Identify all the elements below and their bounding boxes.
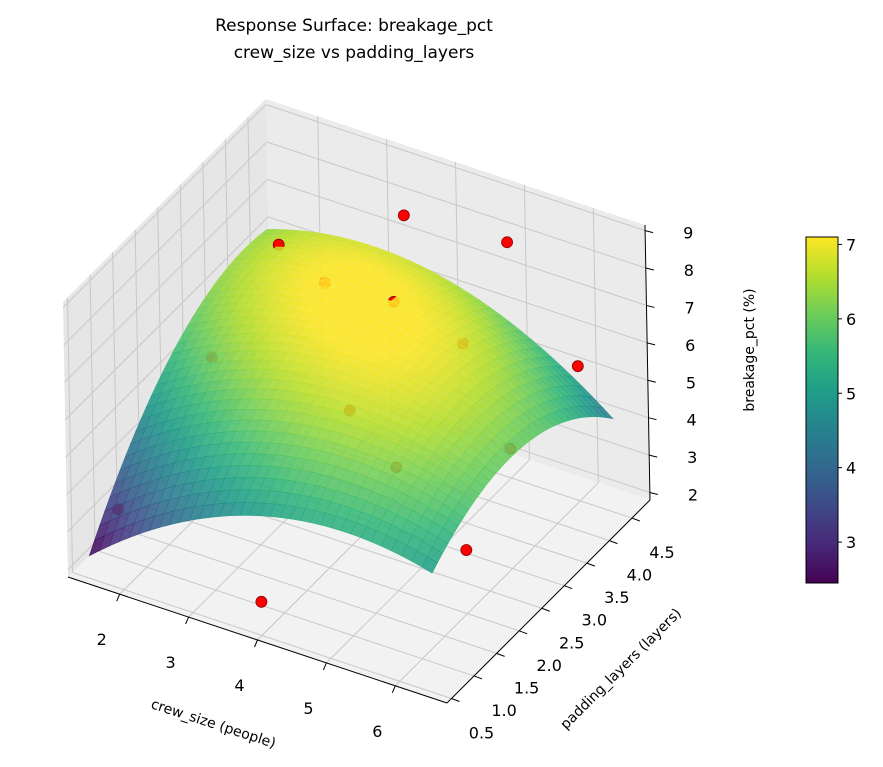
chart-subtitle: crew_size vs padding_layers bbox=[234, 43, 475, 63]
x-tick bbox=[322, 662, 327, 671]
grid-line bbox=[94, 549, 475, 677]
y-tick bbox=[541, 607, 550, 612]
y-tick-label: 3.5 bbox=[604, 588, 629, 607]
y-tick-label: 4.5 bbox=[649, 543, 674, 562]
z-tick bbox=[647, 379, 656, 383]
x-tick-label: 6 bbox=[372, 722, 382, 741]
z-tick bbox=[644, 230, 654, 234]
grid-line bbox=[67, 297, 74, 573]
z-tick-label: 2 bbox=[688, 486, 698, 505]
surface-facet bbox=[421, 556, 438, 574]
grid-line bbox=[265, 104, 646, 232]
x-tick-label: 2 bbox=[97, 630, 107, 649]
grid-line bbox=[63, 141, 268, 346]
x-tick-label: 5 bbox=[303, 699, 313, 718]
grid-line bbox=[394, 482, 599, 687]
y-tick bbox=[631, 517, 641, 522]
data-point bbox=[571, 360, 584, 373]
data-point bbox=[460, 544, 473, 556]
colorbar-gradient bbox=[805, 236, 839, 584]
z-tick bbox=[645, 267, 654, 271]
y-tick-label: 1.0 bbox=[491, 701, 516, 720]
colorbar-tick-label: 6 bbox=[846, 310, 856, 329]
colorbar-tick-label: 3 bbox=[846, 533, 856, 552]
y-tick-label: 0.5 bbox=[469, 723, 494, 742]
colorbar-tick-label: 7 bbox=[846, 235, 856, 254]
grid-line bbox=[266, 141, 646, 269]
y-tick bbox=[586, 562, 596, 567]
colorbar-tick-label: 4 bbox=[846, 459, 856, 478]
z-tick-label: 7 bbox=[684, 298, 694, 317]
colorbar-tick-label: 5 bbox=[846, 384, 856, 403]
grid-line bbox=[72, 572, 452, 699]
z-axis-line bbox=[644, 224, 651, 501]
y-tick-label: 4.0 bbox=[627, 566, 652, 585]
x-tick-label: 4 bbox=[234, 676, 244, 695]
z-tick bbox=[649, 492, 658, 496]
surface-mesh bbox=[88, 209, 614, 608]
y-tick bbox=[451, 698, 460, 702]
y-axis-line bbox=[446, 499, 651, 704]
grid-line bbox=[64, 216, 269, 421]
x-tick bbox=[254, 639, 258, 648]
z-tick bbox=[646, 304, 655, 308]
z-tick-label: 3 bbox=[687, 448, 697, 467]
y-tick-label: 2.0 bbox=[536, 656, 561, 675]
grid-line bbox=[592, 207, 599, 483]
grid-line bbox=[140, 504, 520, 632]
z-tick bbox=[647, 342, 656, 346]
data-point bbox=[501, 236, 513, 249]
y-tick bbox=[609, 540, 618, 545]
x-tick-label: 3 bbox=[165, 653, 175, 672]
chart-title: Response Surface: breakage_pct bbox=[215, 16, 493, 36]
y-tick bbox=[564, 585, 573, 590]
x-tick bbox=[391, 685, 396, 694]
y-tick-label: 2.5 bbox=[559, 633, 584, 652]
grid-line bbox=[117, 526, 497, 654]
x-axis-label: crew_size (people) bbox=[149, 696, 278, 751]
z-tick bbox=[648, 417, 657, 421]
z-tick-label: 8 bbox=[684, 261, 694, 280]
y-tick-label: 3.0 bbox=[582, 611, 607, 630]
y-tick bbox=[519, 630, 528, 635]
colorbar: 34567breakage_pct (%) bbox=[805, 235, 856, 584]
y-axis-label: padding_layers (layers) bbox=[557, 605, 684, 732]
grid-line bbox=[89, 274, 96, 550]
y-tick-label: 1.5 bbox=[514, 678, 539, 697]
z-tick-label: 4 bbox=[687, 411, 697, 430]
grid-line bbox=[64, 179, 268, 383]
x-tick bbox=[185, 616, 190, 625]
z-tick-label: 6 bbox=[685, 336, 695, 355]
x-tick bbox=[116, 593, 121, 602]
y-tick bbox=[473, 675, 483, 680]
left-pane bbox=[63, 99, 271, 577]
data-point bbox=[255, 595, 268, 608]
data-point bbox=[397, 209, 410, 222]
z-tick-label: 9 bbox=[683, 224, 693, 243]
axes: 2 3 4 5 6 0.5 1.0 1.5 2.0 2.5 3.0 3.5 4.0 4.5 2 3 4 5 6 7 8 9 bbox=[67, 224, 698, 742]
z-tick bbox=[649, 454, 658, 458]
z-axis-label: breakage_pct (%) bbox=[742, 288, 758, 411]
grid-line bbox=[267, 178, 647, 306]
y-tick bbox=[496, 652, 505, 657]
grid-line bbox=[62, 104, 267, 308]
z-tick-label: 5 bbox=[686, 373, 696, 392]
